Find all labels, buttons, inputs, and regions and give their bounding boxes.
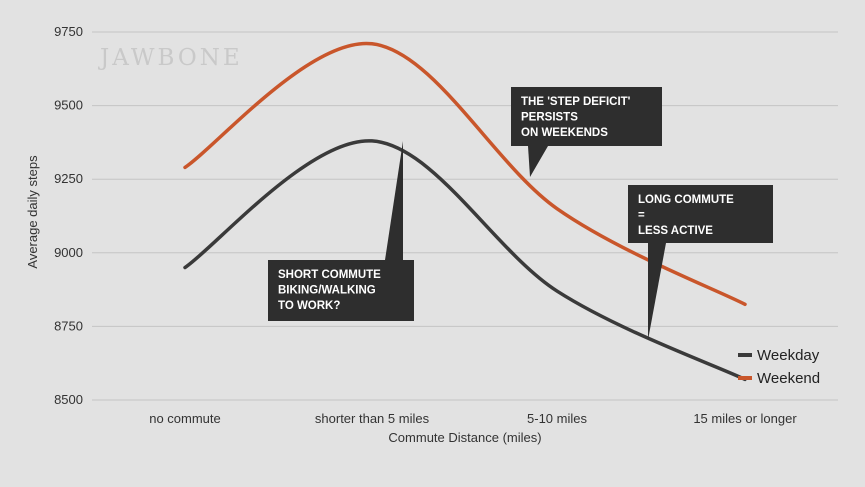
series-line-weekday (183, 139, 747, 382)
callout-pointer (385, 141, 403, 260)
callout-box (268, 260, 414, 321)
callout-1: SHORT COMMUTE BIKING/WALKING TO WORK? (268, 141, 414, 321)
callout-text-line: BIKING/WALKING (278, 285, 376, 297)
x-tick-label: 15 miles or longer (693, 411, 797, 426)
callout-pointer (528, 146, 548, 177)
legend: Weekday Weekend (738, 347, 820, 387)
y-tick-label: 9750 (54, 24, 83, 39)
callout-text-line: ON WEEKENDS (521, 127, 608, 139)
callout-box (628, 185, 773, 243)
y-tick-label: 9250 (54, 171, 83, 186)
y-axis-ticks: 8500 8750 9000 9250 9500 9750 (54, 24, 83, 407)
x-tick-label: 5-10 miles (527, 411, 587, 426)
x-axis-title: Commute Distance (miles) (388, 430, 541, 445)
x-tick-label: no commute (149, 411, 221, 426)
jawbone-watermark: JAWBONE (98, 45, 243, 71)
callout-text-line: SHORT COMMUTE (278, 269, 381, 281)
y-tick-label: 8500 (54, 392, 83, 407)
gridlines (92, 31, 838, 401)
y-tick-label: 8750 (54, 318, 83, 333)
callout-2: THE 'STEP DEFICIT' PERSISTS ON WEEKENDS (511, 87, 662, 177)
y-tick-label: 9000 (54, 245, 83, 260)
callout-text-line: = (638, 210, 645, 222)
callout-text-line: THE 'STEP DEFICIT' (521, 96, 631, 108)
callout-text-line: TO WORK? (278, 300, 340, 312)
legend-label-weekend: Weekend (757, 370, 820, 387)
x-axis-ticks: no commute shorter than 5 miles 5-10 miles… (149, 411, 797, 426)
x-tick-label: shorter than 5 miles (315, 411, 430, 426)
callout-pointer (648, 243, 666, 340)
legend-label-weekday: Weekday (757, 347, 820, 364)
callout-text-line: LESS ACTIVE (638, 225, 713, 237)
callout-text-line: LONG COMMUTE (638, 194, 734, 206)
callouts: SHORT COMMUTE BIKING/WALKING TO WORK? THE '… (268, 87, 773, 340)
callout-3: LONG COMMUTE = LESS ACTIVE (628, 185, 773, 340)
callout-text-line: PERSISTS (521, 112, 578, 124)
y-tick-label: 9500 (54, 98, 83, 113)
y-axis-title: Average daily steps (25, 155, 40, 269)
callout-box (511, 87, 662, 146)
